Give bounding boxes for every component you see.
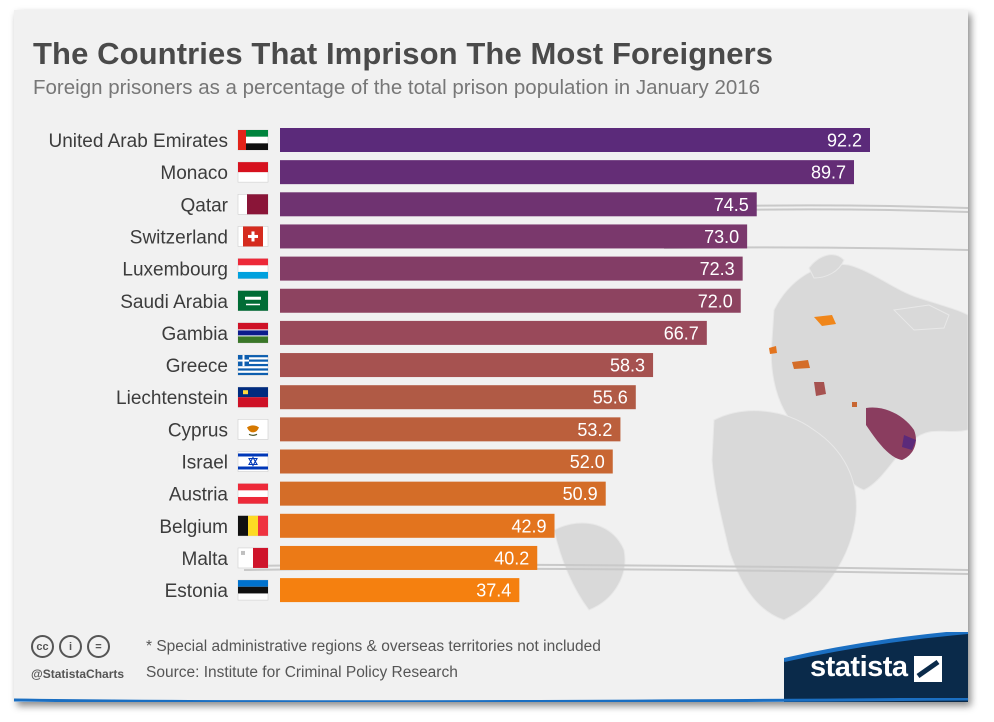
category-label: Liechtenstein [116,388,228,409]
bar-value-label: 72.0 [698,291,733,311]
bars-layer: 92.2 United Arab Emirates 89.7 Monaco 74.5 Qa… [48,128,870,603]
bar-10 [280,449,613,474]
category-label: Belgium [159,517,228,538]
bar-value-label: 89.7 [811,163,846,183]
brand-name: statista [810,651,908,683]
liechtenstein-flag-icon [237,386,269,408]
bar-value-label: 66.7 [664,323,699,343]
category-label: Cyprus [168,420,228,441]
category-label: Israel [182,453,228,474]
statista-logo-icon [914,656,942,682]
category-label: Estonia [165,581,229,602]
bar-value-label: 53.2 [577,420,612,440]
category-label: Switzerland [130,227,228,248]
footnote: * Special administrative regions & overs… [146,638,601,655]
gambia-flag-icon [237,322,269,344]
bar-14 [280,578,520,603]
chart-card: The Countries That Imprison The Most For… [14,10,968,702]
twitter-handle: @StatistaCharts [31,667,125,681]
luxembourg-flag-icon [237,258,269,279]
bar-3 [280,224,748,249]
cc-icon: cc [31,635,54,658]
bar-value-label: 42.9 [511,516,546,536]
map-highlights [769,315,916,460]
nd-icon: = [87,635,110,658]
page-title: The Countries That Imprison The Most For… [33,36,774,71]
bar-chart: 92.2 United Arab Emirates 89.7 Monaco 74.5 Qa… [48,128,968,621]
category-label: Qatar [180,195,228,216]
bar-value-label: 37.4 [476,581,511,601]
bar-5 [280,288,741,313]
category-label: Gambia [161,324,228,345]
bar-8 [280,385,636,410]
bar-7 [280,353,654,378]
qatar-flag-icon [237,194,269,215]
source-line: Source: Institute for Criminal Policy Re… [146,664,458,681]
category-label: Saudi Arabia [120,292,228,313]
bar-1 [280,160,855,185]
bar-11 [280,481,606,506]
bar-4 [280,256,743,281]
bar-value-label: 55.6 [593,388,628,408]
bar-value-label: 92.2 [827,131,862,151]
by-icon: i [59,635,82,658]
switzerland-flag-icon [237,226,269,247]
brand-banner [784,632,968,702]
bar-6 [280,320,707,345]
bar-9 [280,417,621,442]
bar-value-label: 50.9 [563,484,598,504]
cyprus-flag-icon [237,419,269,440]
bar-value-label: 40.2 [494,548,529,568]
uae-flag-icon [237,129,269,151]
malta-flag-icon [237,547,269,569]
category-label: Luxembourg [122,260,228,281]
estonia-flag-icon [237,579,269,601]
category-label: Austria [169,485,229,506]
category-label: Monaco [160,163,228,184]
bar-value-label: 73.0 [704,227,739,247]
israel-flag-icon [237,451,269,472]
bar-12 [280,513,555,538]
bar-value-label: 58.3 [610,356,645,376]
page-subtitle: Foreign prisoners as a percentage of the… [33,76,761,99]
license-icons: cc i = [31,635,110,658]
category-label: United Arab Emirates [48,131,228,152]
bar-value-label: 72.3 [700,259,735,279]
austria-flag-icon [237,483,269,504]
bar-2 [280,192,757,217]
saudi-arabia-flag-icon [237,290,269,312]
greece-flag-icon [237,354,269,376]
bar-0 [280,128,870,152]
bar-13 [280,545,538,570]
bottom-accent-line [14,698,968,702]
belgium-flag-icon [237,515,269,537]
monaco-flag-icon [237,161,269,183]
bar-value-label: 52.0 [570,452,605,472]
category-label: Greece [166,356,228,377]
category-label: Malta [182,549,229,570]
bar-value-label: 74.5 [714,195,749,215]
